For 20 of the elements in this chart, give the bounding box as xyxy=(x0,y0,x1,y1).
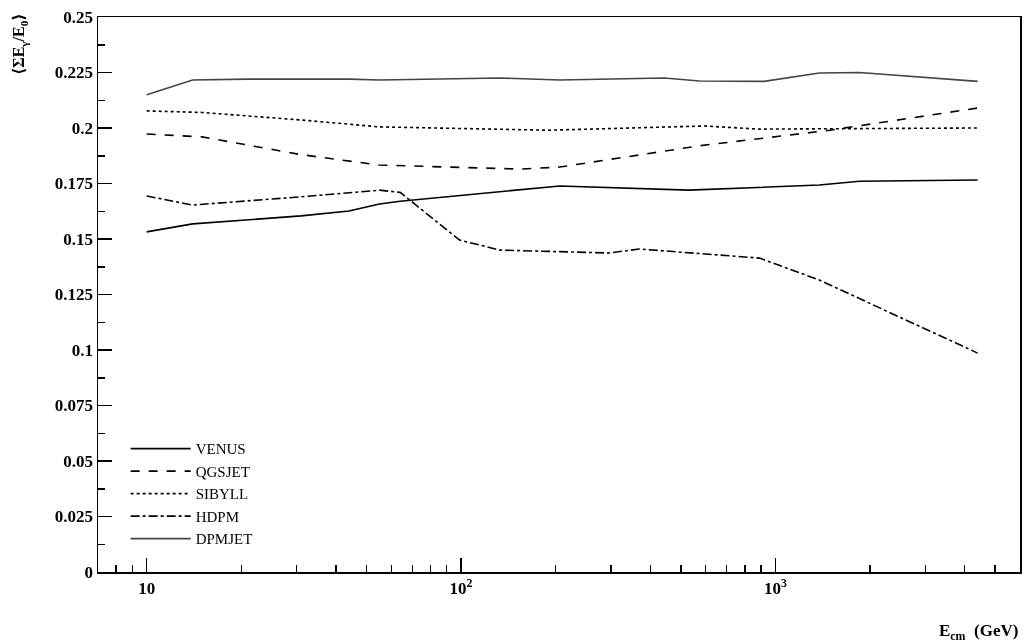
y-tick-label: 0.075 xyxy=(54,396,94,416)
x-tick-label: 10 xyxy=(138,578,156,598)
x-tick-label: 10$^{2}$ xyxy=(449,575,473,598)
y-tick-label: 0.025 xyxy=(54,507,94,527)
y-tick-label: 0.225 xyxy=(54,63,94,83)
y-tick-label: 0.25 xyxy=(63,7,94,27)
legend-label: DPMJET xyxy=(195,531,253,548)
y-tick-label: 0.05 xyxy=(63,451,94,471)
legend-label: VENUS xyxy=(195,441,246,458)
x-axis-title: E$_{cm}$ (GeV) xyxy=(939,621,1019,640)
y-tick-label: 0.1 xyxy=(71,340,94,360)
legend-label: SIBYLL xyxy=(195,486,249,503)
y-tick-label: 0 xyxy=(84,562,94,582)
x-tick-label: 10$^{3}$ xyxy=(763,575,787,598)
y-tick-label: 0.175 xyxy=(54,174,94,194)
legend-label: HDPM xyxy=(195,508,240,525)
y-tick-label: 0.125 xyxy=(54,285,94,305)
y-tick-label: 0.2 xyxy=(71,118,94,138)
y-tick-label: 0.15 xyxy=(63,229,94,249)
legend-label: QGSJET xyxy=(195,463,250,480)
